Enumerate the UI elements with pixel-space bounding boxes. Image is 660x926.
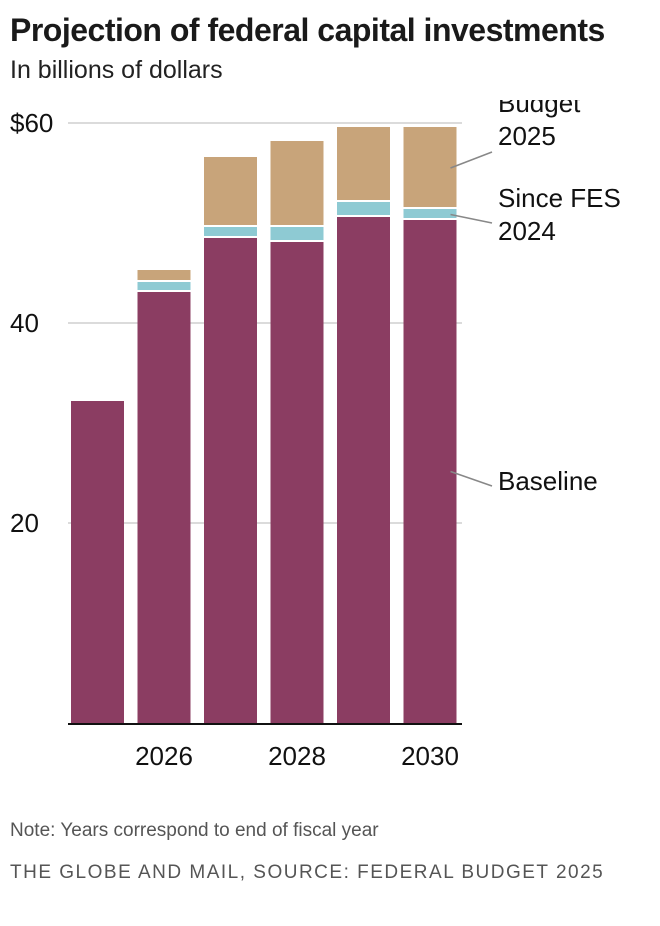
legend-leader-since-fes-2024 <box>450 213 493 224</box>
y-tick-label-40: 40 <box>10 308 39 338</box>
bar-since-fes-2024-2027 <box>204 227 257 236</box>
bar-baseline-2025 <box>71 401 124 723</box>
bar-baseline-2027 <box>204 238 257 723</box>
chart-title: Projection of federal capital investment… <box>10 12 605 48</box>
legend-label-since-fes-2024-line2: 2024 <box>498 216 556 246</box>
source-credit: THE GLOBE AND MAIL, SOURCE: FEDERAL BUDG… <box>10 862 605 883</box>
x-tick-label-2028: 2028 <box>268 741 326 771</box>
bar-since-fes-2024-2029 <box>337 202 390 215</box>
bar-budget-2025-2030 <box>403 127 457 207</box>
legend-leader-budget-2025 <box>450 151 493 169</box>
x-tick-label-2026: 2026 <box>135 741 193 771</box>
legend-label-budget-2025-line2: 2025 <box>498 121 556 151</box>
legend-leader-baseline <box>450 470 493 487</box>
legend-label-budget-2025-line1: Budget <box>498 100 581 118</box>
bar-baseline-2028 <box>270 242 324 723</box>
bar-budget-2025-2027 <box>204 157 257 225</box>
bar-baseline-2030 <box>403 220 457 723</box>
bar-baseline-2026 <box>137 292 191 723</box>
bar-baseline-2029 <box>337 217 390 723</box>
y-tick-label-60: $60 <box>10 108 53 138</box>
bar-since-fes-2024-2028 <box>270 227 324 240</box>
bar-budget-2025-2029 <box>337 127 390 200</box>
bar-since-fes-2024-2030 <box>403 209 457 218</box>
legend-label-baseline-line1: Baseline <box>498 466 598 496</box>
bar-budget-2025-2028 <box>270 141 324 225</box>
x-tick-label-2030: 2030 <box>401 741 459 771</box>
bar-budget-2025-2026 <box>137 270 191 280</box>
chart-subtitle: In billions of dollars <box>10 56 223 84</box>
legend-label-since-fes-2024-line1: Since FES <box>498 183 621 213</box>
footnote: Note: Years correspond to end of fiscal … <box>10 820 379 841</box>
stacked-bar-chart: 20 40 $60 2026 2028 2030 Budget 2025 Since FES20… <box>10 100 621 771</box>
y-tick-label-20: 20 <box>10 508 39 538</box>
bar-since-fes-2024-2026 <box>137 282 191 290</box>
